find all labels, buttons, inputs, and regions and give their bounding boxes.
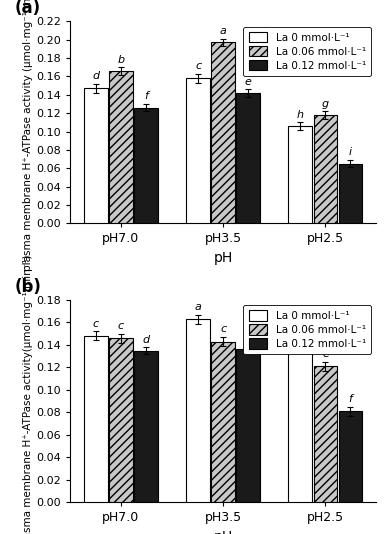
Bar xyxy=(134,108,158,223)
Y-axis label: plasma membrane H⁺-ATPase activity(μmol·mg⁻¹ min⁻¹): plasma membrane H⁺-ATPase activity(μmol·… xyxy=(23,254,33,534)
Bar xyxy=(84,88,107,223)
Text: b: b xyxy=(297,313,304,323)
Bar xyxy=(289,126,312,223)
Text: (a): (a) xyxy=(15,0,41,17)
X-axis label: pH: pH xyxy=(213,530,233,534)
Bar xyxy=(109,338,133,502)
Text: (b): (b) xyxy=(15,278,42,296)
Text: a: a xyxy=(195,302,201,312)
Text: e: e xyxy=(322,349,329,359)
Bar xyxy=(211,342,235,502)
Text: d: d xyxy=(142,334,149,344)
Bar xyxy=(211,43,235,223)
Text: b: b xyxy=(117,54,124,65)
Bar xyxy=(339,163,362,223)
Bar xyxy=(314,115,338,223)
Y-axis label: plasma membrane H⁺-ATPase activity (μmol·mg⁻¹ min⁻¹): plasma membrane H⁺-ATPase activity (μmol… xyxy=(23,0,33,271)
Text: d: d xyxy=(244,333,252,343)
Bar xyxy=(289,331,312,502)
Text: a: a xyxy=(220,26,227,36)
Text: f: f xyxy=(348,394,352,404)
Text: g: g xyxy=(322,99,329,109)
Bar xyxy=(109,71,133,223)
Text: c: c xyxy=(220,325,226,334)
Bar xyxy=(339,411,362,502)
Bar xyxy=(186,78,210,223)
Text: h: h xyxy=(297,109,304,120)
X-axis label: pH: pH xyxy=(213,251,233,265)
Legend: La 0 mmol·L⁻¹, La 0.06 mmol·L⁻¹, La 0.12 mmol·L⁻¹: La 0 mmol·L⁻¹, La 0.06 mmol·L⁻¹, La 0.12… xyxy=(243,305,371,355)
Text: c: c xyxy=(93,319,99,329)
Bar xyxy=(186,319,210,502)
Text: d: d xyxy=(92,71,99,81)
Bar xyxy=(84,336,107,502)
Text: i: i xyxy=(349,147,352,158)
Bar xyxy=(314,366,338,502)
Legend: La 0 mmol·L⁻¹, La 0.06 mmol·L⁻¹, La 0.12 mmol·L⁻¹: La 0 mmol·L⁻¹, La 0.06 mmol·L⁻¹, La 0.12… xyxy=(243,27,371,76)
Text: e: e xyxy=(245,77,251,87)
Text: c: c xyxy=(195,61,201,71)
Bar xyxy=(134,350,158,502)
Text: f: f xyxy=(144,91,148,101)
Text: c: c xyxy=(118,321,124,331)
Bar xyxy=(236,93,260,223)
Bar xyxy=(236,349,260,502)
